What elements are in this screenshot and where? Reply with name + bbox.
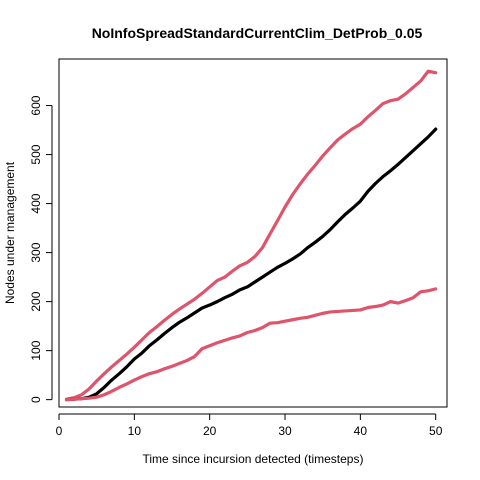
y-tick-label: 400 bbox=[29, 193, 43, 213]
series-line-2 bbox=[64, 127, 438, 402]
x-tick-label: 50 bbox=[429, 424, 443, 438]
y-tick-label: 500 bbox=[29, 144, 43, 164]
x-tick-label: 20 bbox=[203, 424, 217, 438]
y-axis-label: Nodes under management bbox=[3, 161, 17, 304]
plot-area-frame bbox=[58, 58, 448, 408]
y-tick-label: 600 bbox=[29, 95, 43, 115]
y-tick-label: 100 bbox=[29, 340, 43, 360]
y-tick-label: 300 bbox=[29, 242, 43, 262]
series-line-1 bbox=[64, 69, 438, 401]
x-axis: 0 10 20 30 40 50 bbox=[56, 413, 443, 438]
y-tick-label: 200 bbox=[29, 291, 43, 311]
x-tick-label: 30 bbox=[278, 424, 292, 438]
chart-title: NoInfoSpreadStandardCurrentClim_DetProb_… bbox=[92, 25, 423, 41]
y-axis: 0 100 200 300 400 500 600 bbox=[29, 95, 53, 403]
x-tick-label: 10 bbox=[128, 424, 142, 438]
y-tick-label: 0 bbox=[29, 396, 43, 403]
x-tick-label: 40 bbox=[354, 424, 368, 438]
series-layer bbox=[64, 69, 438, 402]
x-axis-label: Time since incursion detected (timesteps… bbox=[143, 452, 364, 466]
x-tick-label: 0 bbox=[56, 424, 63, 438]
series-line-3 bbox=[64, 287, 438, 402]
